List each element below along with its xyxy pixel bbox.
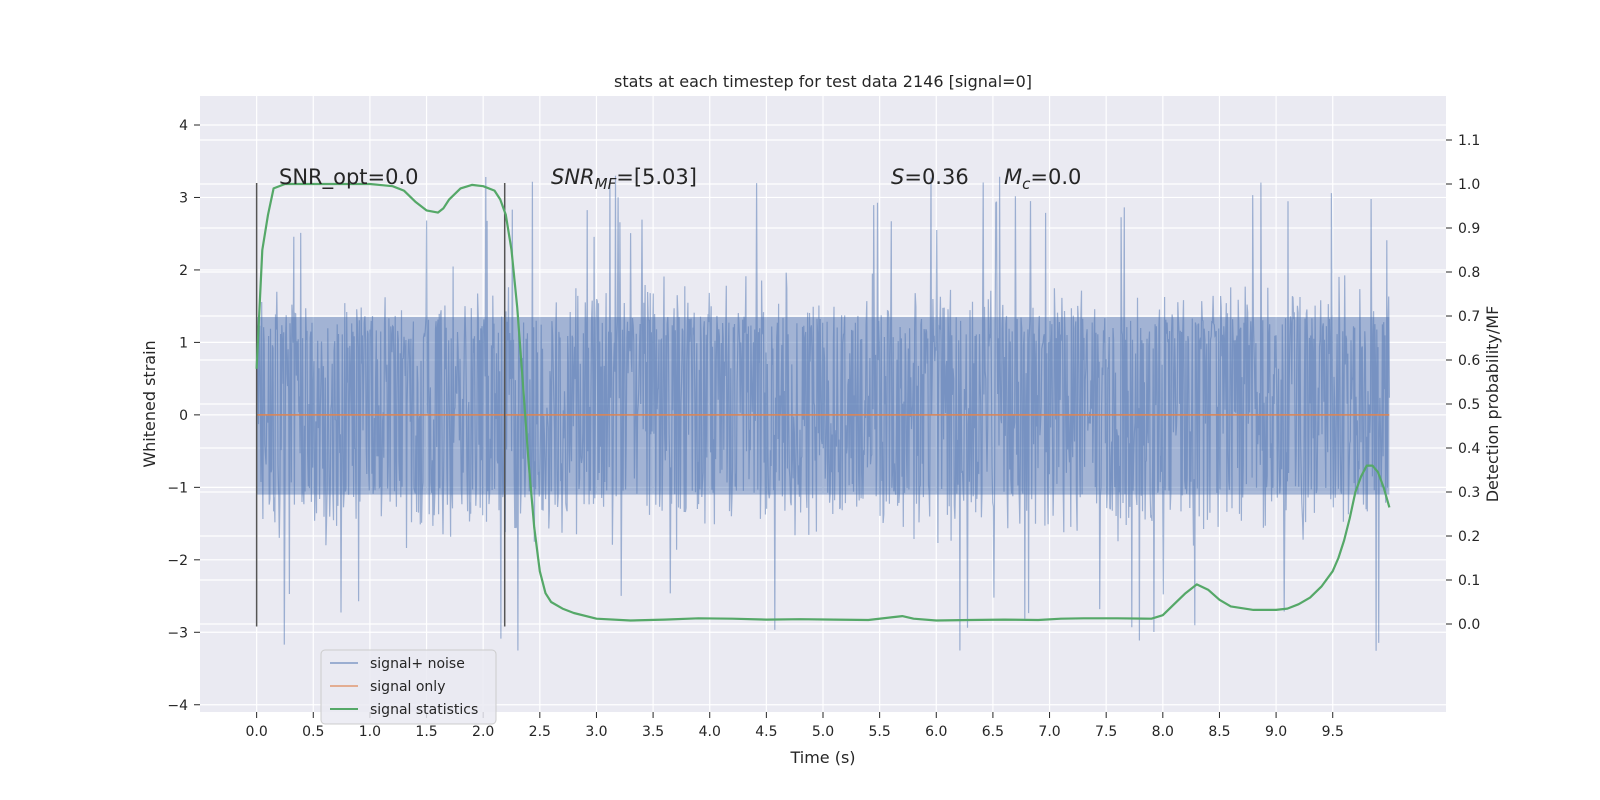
x-tick-label: 7.5 [1095, 724, 1117, 740]
y2-tick-label: 0.8 [1458, 265, 1480, 281]
annotation-s-main: S [891, 165, 904, 189]
annotations: SNR_opt=0.0 SNRMF=[5.03] S=0.36 Mc=0.0 [279, 165, 1081, 193]
x-tick-label: 0.0 [246, 724, 268, 740]
chart-title: stats at each timestep for test data 214… [614, 72, 1032, 91]
legend-label-signal-statistics: signal statistics [370, 702, 478, 718]
y2-tick-label: 0.1 [1458, 573, 1480, 589]
annotation-mc-value: =0.0 [1030, 165, 1081, 189]
annotation-snr-mf-sub: MF [595, 175, 617, 193]
x-tick-label: 9.5 [1322, 724, 1344, 740]
annotation-mc-sub: c [1022, 175, 1031, 193]
annotation-snr-mf-value: =[5.03] [616, 165, 697, 189]
series-signal-statistics [255, 182, 1391, 622]
signal-statistics-line [255, 182, 1391, 622]
vertical-markers [255, 182, 506, 627]
series-signal-noise [256, 175, 1390, 651]
x-tick-label: 7.0 [1038, 724, 1060, 740]
y-tick-label: −1 [167, 480, 188, 496]
y-tick-label: 1 [179, 335, 188, 351]
x-tick-label: 4.0 [699, 724, 721, 740]
y2-tick-label: 0.5 [1458, 397, 1480, 413]
grid [200, 96, 1446, 712]
y-tick-label: 0 [179, 408, 188, 424]
annotation-mc-main: M [1004, 165, 1022, 189]
x-tick-label: 2.0 [472, 724, 494, 740]
y-axis-label: Whitened strain [140, 340, 159, 467]
signal-noise-line [256, 175, 1390, 651]
x-tick-label: 5.5 [869, 724, 891, 740]
y-tick-label: −2 [167, 553, 188, 569]
annotation-snr-mf-main: SNR [551, 165, 595, 189]
legend-label-signal-only: signal only [370, 679, 445, 695]
y-tick-label: 2 [179, 263, 188, 279]
x-tick-label: 0.5 [302, 724, 324, 740]
y-tick-label: 4 [179, 118, 188, 134]
x-tick-label: 6.0 [925, 724, 947, 740]
y2-tick-label: 0.4 [1458, 441, 1480, 457]
x-tick-label: 8.0 [1152, 724, 1174, 740]
x-tick-label: 3.0 [585, 724, 607, 740]
x-tick-label: 4.5 [755, 724, 777, 740]
y2-tick-label: 0.9 [1458, 221, 1480, 237]
annotation-s-value: =0.36 [904, 165, 968, 189]
x-tick-label: 2.5 [529, 724, 551, 740]
y2-tick-label: 0.3 [1458, 485, 1480, 501]
legend-box [320, 649, 497, 725]
x-tick-label: 5.0 [812, 724, 834, 740]
annotation-snr-mf: SNRMF=[5.03] [551, 165, 697, 193]
y2-axis-label: Detection probability/MF [1483, 306, 1502, 503]
y2-tick-label: 0.6 [1458, 353, 1480, 369]
annotation-s: S=0.36 [891, 165, 969, 189]
y2-tick-label: 1.1 [1458, 133, 1480, 149]
x-tick-label: 6.5 [982, 724, 1004, 740]
x-tick-label: 1.0 [359, 724, 381, 740]
annotation-snr-opt: SNR_opt=0.0 [279, 165, 419, 190]
y-tick-label: −4 [167, 698, 188, 714]
x-tick-label: 1.5 [415, 724, 437, 740]
y-tick-label: 3 [179, 190, 188, 206]
x-axis-ticks: 0.0 0.5 1.0 1.5 2.0 2.5 3.0 3.5 4.0 4.5 5.0 5.5 6.0 6… [246, 712, 1344, 740]
annotation-mc: Mc=0.0 [1004, 165, 1081, 193]
legend-label-signal-noise: signal+ noise [370, 656, 465, 672]
y-axis-ticks: 4 3 2 1 0 −1 −2 −3 −4 [167, 118, 200, 714]
y2-tick-label: 1.0 [1458, 177, 1480, 193]
x-axis-label: Time (s) [789, 748, 855, 767]
legend: signal+ noise signal only signal statist… [320, 649, 497, 725]
y-tick-label: −3 [167, 625, 188, 641]
x-tick-label: 8.5 [1208, 724, 1230, 740]
x-tick-label: 9.0 [1265, 724, 1287, 740]
y2-axis-ticks: 1.1 1.0 0.9 0.8 0.7 0.6 0.5 0.4 0.3 0.2 0.1 0.0 [1446, 133, 1480, 633]
y2-tick-label: 0.0 [1458, 617, 1480, 633]
signal-noise-core-band [256, 317, 1390, 495]
y2-tick-label: 0.7 [1458, 309, 1480, 325]
x-tick-label: 3.5 [642, 724, 664, 740]
y2-tick-label: 0.2 [1458, 529, 1480, 545]
